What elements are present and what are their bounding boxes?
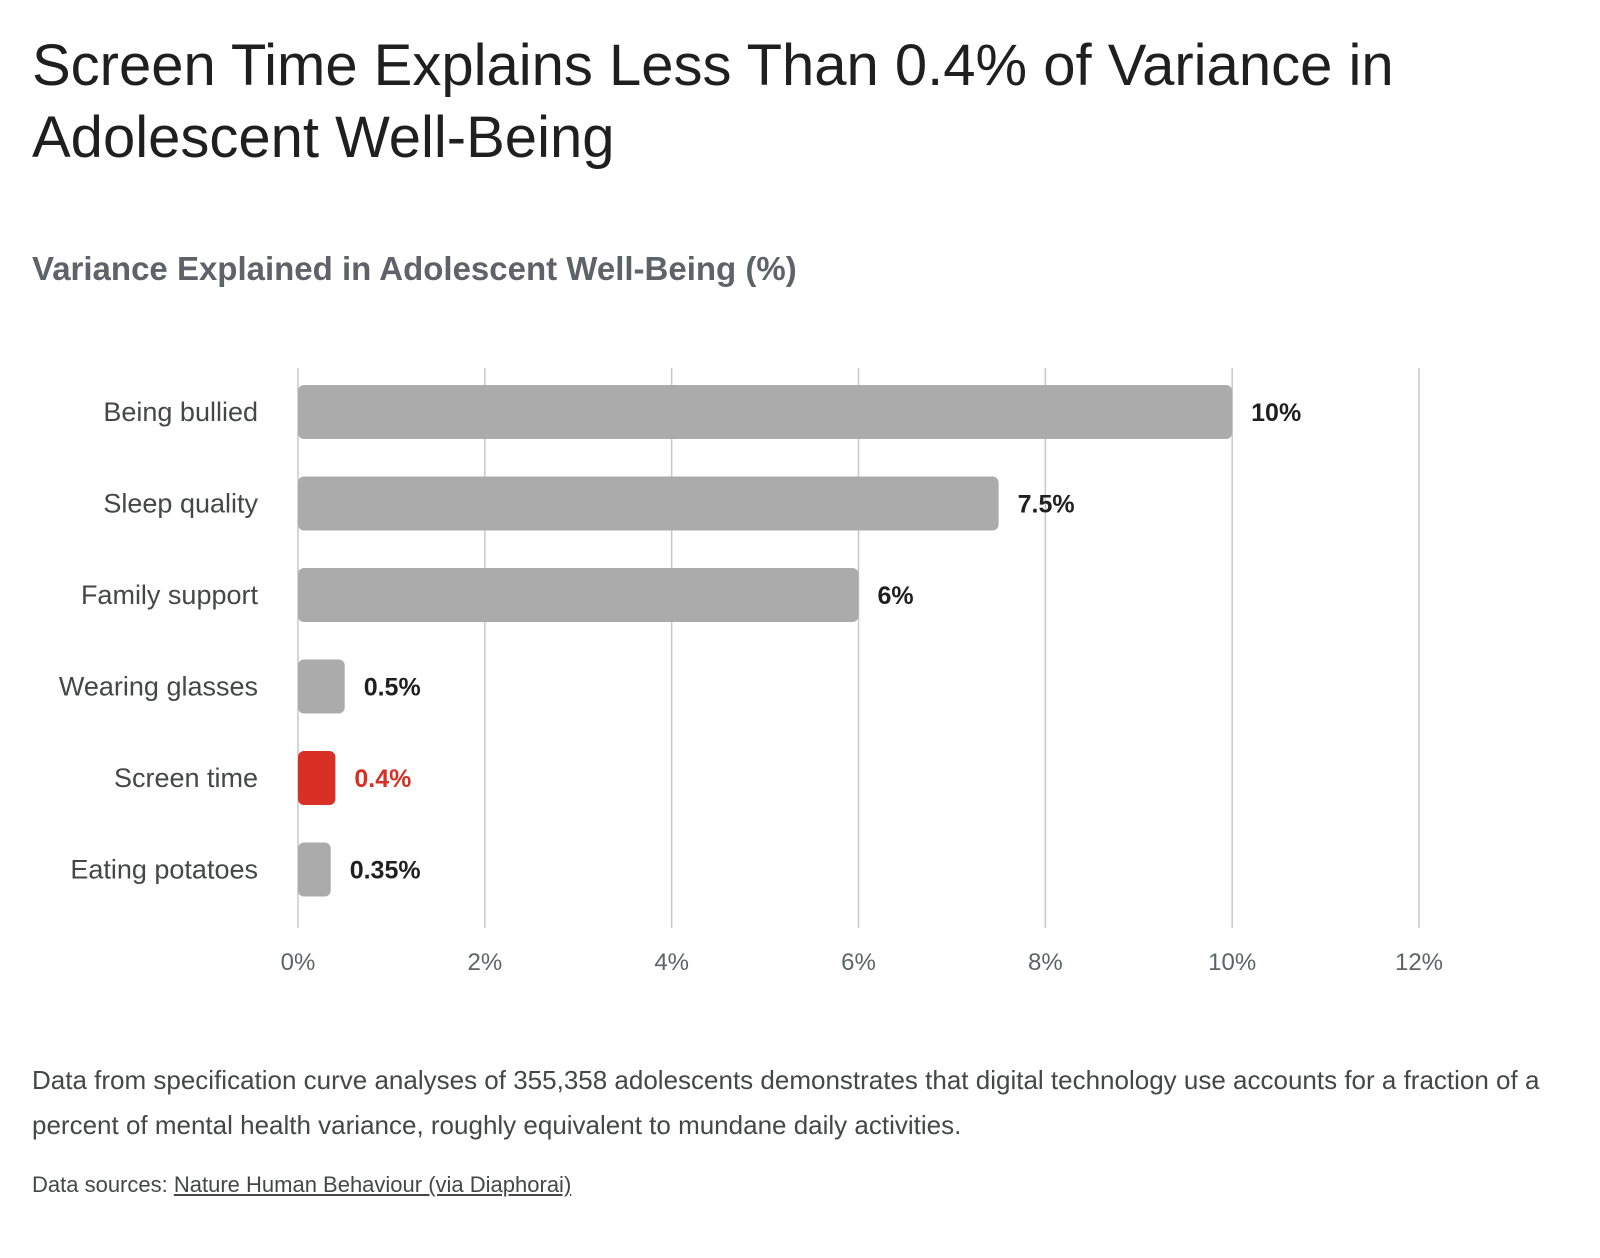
source-prefix: Data sources: xyxy=(32,1172,168,1197)
bar xyxy=(298,842,331,897)
source-link[interactable]: Nature Human Behaviour (via Diaphorai) xyxy=(173,1172,572,1197)
category-label: Screen time xyxy=(114,763,258,793)
data-label: 0.4% xyxy=(354,765,411,793)
x-tick-label: 8% xyxy=(1028,949,1063,976)
data-label: 6% xyxy=(878,582,914,610)
category-labels: Being bullied Sleep quality Family support… xyxy=(59,397,259,885)
gridlines xyxy=(297,368,1420,928)
x-tick-label: 12% xyxy=(1395,949,1443,976)
category-label: Being bullied xyxy=(103,397,258,427)
bar xyxy=(298,568,859,622)
x-tick-label: 10% xyxy=(1208,949,1256,976)
chart-title: Screen Time Explains Less Than 0.4% of V… xyxy=(32,33,1394,170)
category-label: Family support xyxy=(81,580,259,610)
category-label: Sleep quality xyxy=(103,489,258,519)
value-labels: 10% 7.5% 6% 0.5% 0.4% 0.35% xyxy=(350,399,1302,885)
bars xyxy=(298,385,1233,897)
chart-description: Data from specification curve analyses o… xyxy=(32,1065,1540,1140)
x-tick-label: 6% xyxy=(841,949,876,976)
data-source: Data sources: Nature Human Behaviour (vi… xyxy=(32,1170,571,1200)
bar xyxy=(298,476,999,531)
bar xyxy=(298,659,345,714)
bar-chart: Being bullied Sleep quality Family support… xyxy=(59,368,1443,976)
bar xyxy=(298,751,336,805)
data-label: 10% xyxy=(1251,399,1301,427)
bar xyxy=(298,385,1233,439)
data-label: 7.5% xyxy=(1018,491,1075,519)
x-tick-label: 2% xyxy=(467,949,502,976)
category-label: Eating potatoes xyxy=(70,855,258,885)
x-tick-label: 0% xyxy=(281,949,316,976)
chart-subtitle: Variance Explained in Adolescent Well-Be… xyxy=(32,250,797,287)
x-axis-ticks: 0% 2% 4% 6% 8% 10% 12% xyxy=(281,949,1443,976)
category-label: Wearing glasses xyxy=(59,672,258,702)
data-label: 0.35% xyxy=(350,857,421,885)
data-label: 0.5% xyxy=(364,674,421,702)
x-tick-label: 4% xyxy=(654,949,689,976)
